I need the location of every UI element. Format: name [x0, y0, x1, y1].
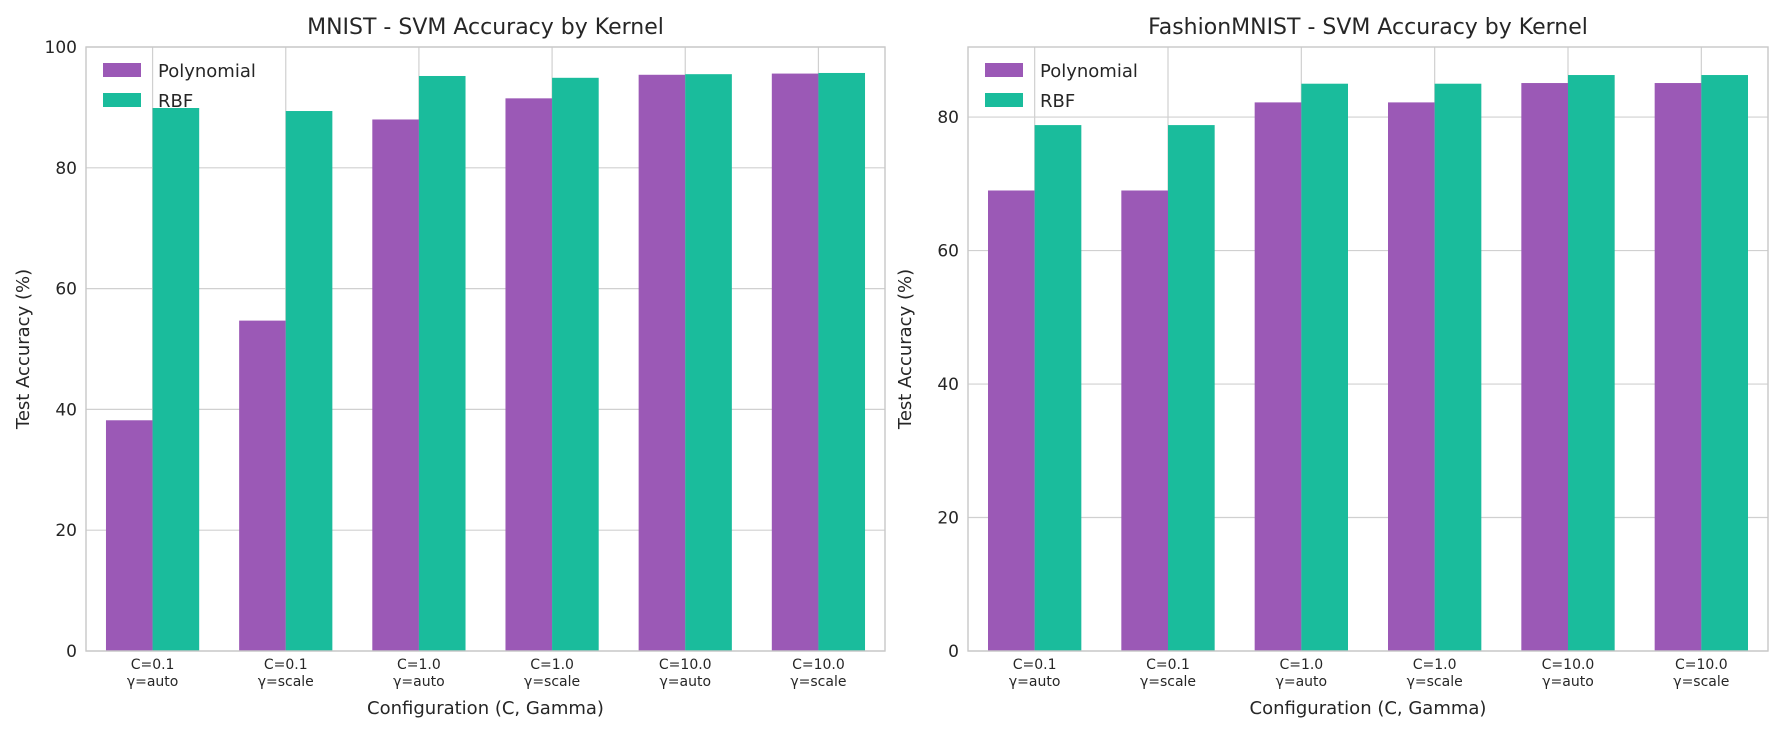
x-tick-label: γ=scale: [524, 674, 580, 690]
x-tick-label: C=10.0: [792, 657, 845, 673]
x-tick-label: γ=scale: [1673, 674, 1729, 690]
x-tick-label: γ=auto: [127, 674, 179, 690]
legend-label-polynomial: Polynomial: [158, 61, 256, 82]
x-tick-label: C=0.1: [131, 657, 175, 673]
chart-title: FashionMNIST - SVM Accuracy by Kernel: [1148, 15, 1588, 40]
x-axis-label: Configuration (C, Gamma): [367, 698, 604, 719]
x-tick-label: γ=auto: [1009, 674, 1061, 690]
legend-swatch-rbf: [985, 93, 1023, 107]
bar-rbf-4: [1568, 75, 1615, 651]
legend-swatch-polynomial: [103, 63, 141, 77]
legend-swatch-rbf: [103, 93, 141, 107]
bar-rbf-3: [552, 77, 599, 651]
chart-mnist: 020406080100C=0.1γ=autoC=0.1γ=scaleC=1.0…: [13, 15, 886, 719]
y-axis-label: Test Accuracy (%): [895, 269, 916, 430]
legend: Polynomial RBF: [103, 61, 256, 112]
plot-area: [86, 47, 885, 651]
y-tick-label: 0: [948, 642, 959, 662]
y-tick-label: 40: [55, 400, 77, 420]
bar-polynomial-2: [1254, 102, 1302, 652]
x-tick-label: C=1.0: [1413, 657, 1457, 673]
x-tick-label: γ=auto: [659, 674, 711, 690]
bar-rbf-1: [285, 111, 333, 652]
legend-label-rbf: RBF: [158, 91, 193, 112]
bar-polynomial-4: [1521, 83, 1568, 651]
y-tick-label: 80: [55, 159, 77, 179]
x-tick-label: γ=auto: [1542, 674, 1594, 690]
x-tick-label: γ=scale: [1407, 674, 1463, 690]
bar-polynomial-3: [1388, 102, 1435, 652]
x-tick-label: γ=auto: [393, 674, 445, 690]
bar-rbf-3: [1434, 83, 1482, 652]
bar-rbf-4: [685, 74, 732, 652]
x-tick-label: γ=scale: [790, 674, 846, 690]
bar-rbf-0: [1034, 125, 1082, 652]
bar-rbf-0: [152, 108, 200, 651]
y-tick-label: 100: [45, 38, 77, 58]
bar-polynomial-1: [239, 320, 286, 651]
y-tick-label: 60: [55, 280, 77, 300]
x-tick-label: γ=scale: [1140, 674, 1196, 690]
x-tick-label: C=1.0: [397, 657, 441, 673]
chart-title: MNIST - SVM Accuracy by Kernel: [307, 15, 664, 40]
bar-polynomial-0: [105, 420, 153, 651]
legend-label-polynomial: Polynomial: [1040, 61, 1138, 82]
x-axis-label: Configuration (C, Gamma): [1250, 698, 1487, 719]
y-tick-label: 20: [937, 509, 959, 529]
y-tick-label: 40: [937, 375, 959, 395]
x-tick-label: C=1.0: [1279, 657, 1323, 673]
bar-polynomial-3: [505, 98, 553, 652]
legend-label-rbf: RBF: [1040, 91, 1075, 112]
x-tick-label: C=10.0: [1542, 657, 1595, 673]
x-tick-label: C=0.1: [1013, 657, 1057, 673]
bar-rbf-5: [1701, 75, 1748, 651]
y-tick-label: 60: [937, 242, 959, 262]
plot-area: [968, 47, 1768, 651]
bar-polynomial-4: [638, 74, 686, 651]
bar-polynomial-2: [372, 119, 419, 652]
bar-polynomial-5: [771, 73, 819, 652]
bar-rbf-2: [418, 75, 466, 651]
bar-polynomial-1: [1121, 190, 1168, 652]
x-tick-label: C=0.1: [1146, 657, 1190, 673]
plot-frame: [85, 46, 886, 652]
bar-rbf-1: [1168, 125, 1215, 652]
y-tick-label: 80: [937, 108, 959, 128]
bar-polynomial-5: [1654, 83, 1702, 651]
x-tick-label: C=1.0: [530, 657, 574, 673]
x-tick-label: γ=scale: [258, 674, 314, 690]
bar-rbf-2: [1301, 83, 1348, 652]
y-tick-label: 0: [66, 642, 77, 662]
x-tick-label: C=0.1: [264, 657, 308, 673]
chart-fashion: 020406080C=0.1γ=autoC=0.1γ=scaleC=1.0γ=a…: [895, 15, 1769, 719]
plot-frame: [967, 46, 1769, 652]
x-tick-label: C=10.0: [1675, 657, 1728, 673]
x-tick-label: γ=auto: [1276, 674, 1328, 690]
legend: Polynomial RBF: [985, 61, 1138, 112]
x-tick-label: C=10.0: [659, 657, 712, 673]
y-tick-label: 20: [55, 521, 77, 541]
bar-rbf-5: [818, 72, 866, 652]
legend-swatch-polynomial: [985, 63, 1023, 77]
bar-polynomial-0: [988, 190, 1035, 652]
y-axis-label: Test Accuracy (%): [13, 269, 34, 430]
